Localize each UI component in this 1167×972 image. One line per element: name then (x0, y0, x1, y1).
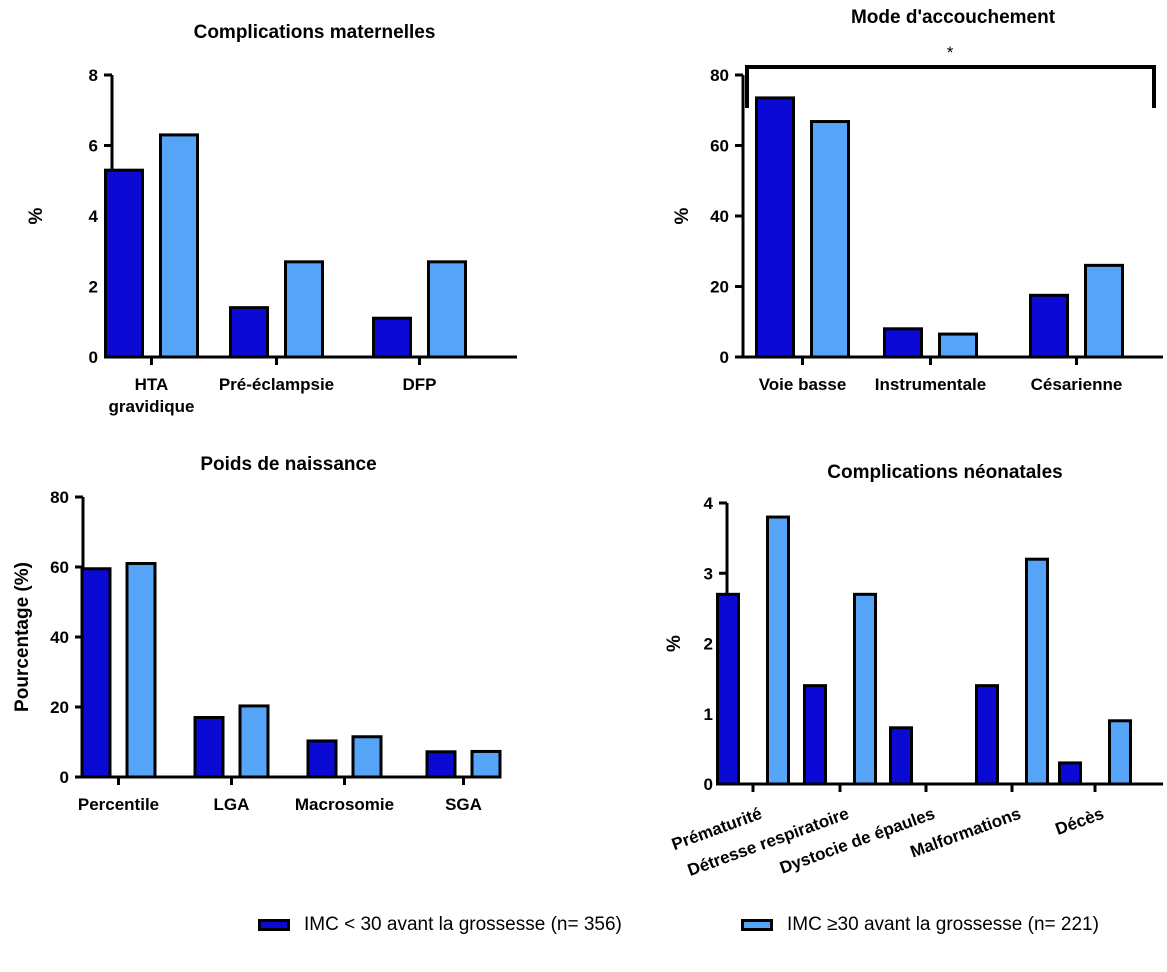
chart1-bar-b (427, 260, 467, 359)
chart3-bar-a (425, 750, 457, 779)
chart1-ytick-label: 2 (89, 278, 98, 297)
chart4-bar-a (716, 592, 740, 786)
chart4-bar-a (803, 684, 827, 786)
chart3-bar-a (80, 567, 112, 779)
chart4-bar-b (1025, 557, 1049, 786)
chart4-bar-b (1108, 719, 1132, 786)
chart3-ytick-label: 0 (60, 768, 69, 787)
chart3-ytick-label: 60 (50, 558, 69, 577)
chart4-ytick-label: 1 (704, 705, 713, 724)
chart4-ylabel: % (664, 635, 685, 652)
chart2-ytick-label: 0 (720, 348, 729, 367)
chart4-ytick-label: 3 (704, 564, 713, 583)
chart1-ytick-label: 4 (89, 207, 99, 226)
chart2-bar-a (755, 96, 795, 359)
chart4-xtick-label: Décès (1053, 804, 1107, 839)
chart2-ylabel: % (672, 207, 693, 224)
chart2-ytick-label: 40 (710, 207, 729, 226)
chart4-ytick-label: 4 (704, 494, 714, 513)
chart2-ytick-label: 80 (710, 66, 729, 85)
chart2-significance-bracket (745, 65, 1156, 108)
chart4-title: Complications néonatales (827, 462, 1062, 483)
legend-label-series-b: IMC ≥30 avant la grossesse (n= 221) (787, 914, 1099, 935)
chart3-xtick-label: LGA (214, 795, 250, 814)
chart1-bar-b (284, 260, 324, 359)
chart2-bar-b (938, 332, 978, 359)
chart4-bar-b (853, 592, 877, 786)
chart3-ylabel: Pourcentage (%) (12, 562, 33, 712)
chart4-ytick-label: 2 (704, 635, 713, 654)
chart3-ytick-label: 80 (50, 488, 69, 507)
legend-swatch-series-b (741, 919, 773, 931)
chart3-ytick-label: 40 (50, 628, 69, 647)
chart3-bar-b (470, 749, 502, 779)
chart1-bar-a (104, 168, 144, 359)
chart3-title: Poids de naissance (200, 454, 376, 475)
legend-item-series-a: IMC < 30 avant la grossesse (n= 356) (258, 914, 622, 936)
chart2-bar-a (1029, 293, 1069, 359)
chart1-bar-a (372, 316, 412, 359)
chart2-significance-marker: * (947, 43, 954, 62)
chart4-bar-b (766, 515, 790, 786)
legend-item-series-b: IMC ≥30 avant la grossesse (n= 221) (741, 914, 1099, 936)
chart2-xtick-label: Césarienne (1031, 375, 1123, 394)
chart3-bar-b (125, 562, 157, 779)
chart3-xtick-label: Macrosomie (295, 795, 394, 814)
chart1-ytick-label: 0 (89, 348, 98, 367)
chart1-ylabel: % (26, 207, 47, 224)
chart2-ytick-label: 60 (710, 137, 729, 156)
chart1-xtick-label: DFP (403, 375, 437, 394)
chart1-bar-b (159, 133, 199, 359)
chart3-bar-b (351, 735, 383, 779)
chart1-xtick-label: Pré-éclampsie (219, 375, 334, 394)
chart3-xtick-label: Percentile (78, 795, 159, 814)
chart4-bar-a (975, 684, 999, 786)
chart2-ytick-label: 20 (710, 278, 729, 297)
chart3-bar-a (306, 739, 338, 779)
chart3-ytick-label: 20 (50, 698, 69, 717)
chart1-bar-a (229, 306, 269, 359)
chart2-xtick-label: Instrumentale (875, 375, 986, 394)
chart3-bar-a (193, 716, 225, 779)
chart3-xtick-label: SGA (445, 795, 482, 814)
chart1-title: Complications maternelles (194, 22, 436, 43)
chart2-bar-b (810, 120, 850, 359)
chart2-bar-a (883, 327, 923, 359)
chart2-title: Mode d'accouchement (851, 7, 1056, 28)
chart1-ytick-label: 6 (89, 137, 98, 156)
chart4-bar-a (889, 726, 913, 786)
legend: IMC < 30 avant la grossesse (n= 356) IMC… (0, 914, 1167, 954)
chart4-bar-a (1058, 761, 1082, 786)
chart2-xtick-label: Voie basse (759, 375, 847, 394)
chart2-bar-b (1084, 263, 1124, 359)
chart4-ytick-label: 0 (704, 775, 713, 794)
chart1-ytick-label: 8 (89, 66, 98, 85)
legend-swatch-series-a (258, 919, 290, 931)
chart3-bar-b (238, 704, 270, 779)
legend-label-series-a: IMC < 30 avant la grossesse (n= 356) (304, 914, 622, 935)
chart1-xtick-label: HTA gravidique (109, 375, 195, 416)
